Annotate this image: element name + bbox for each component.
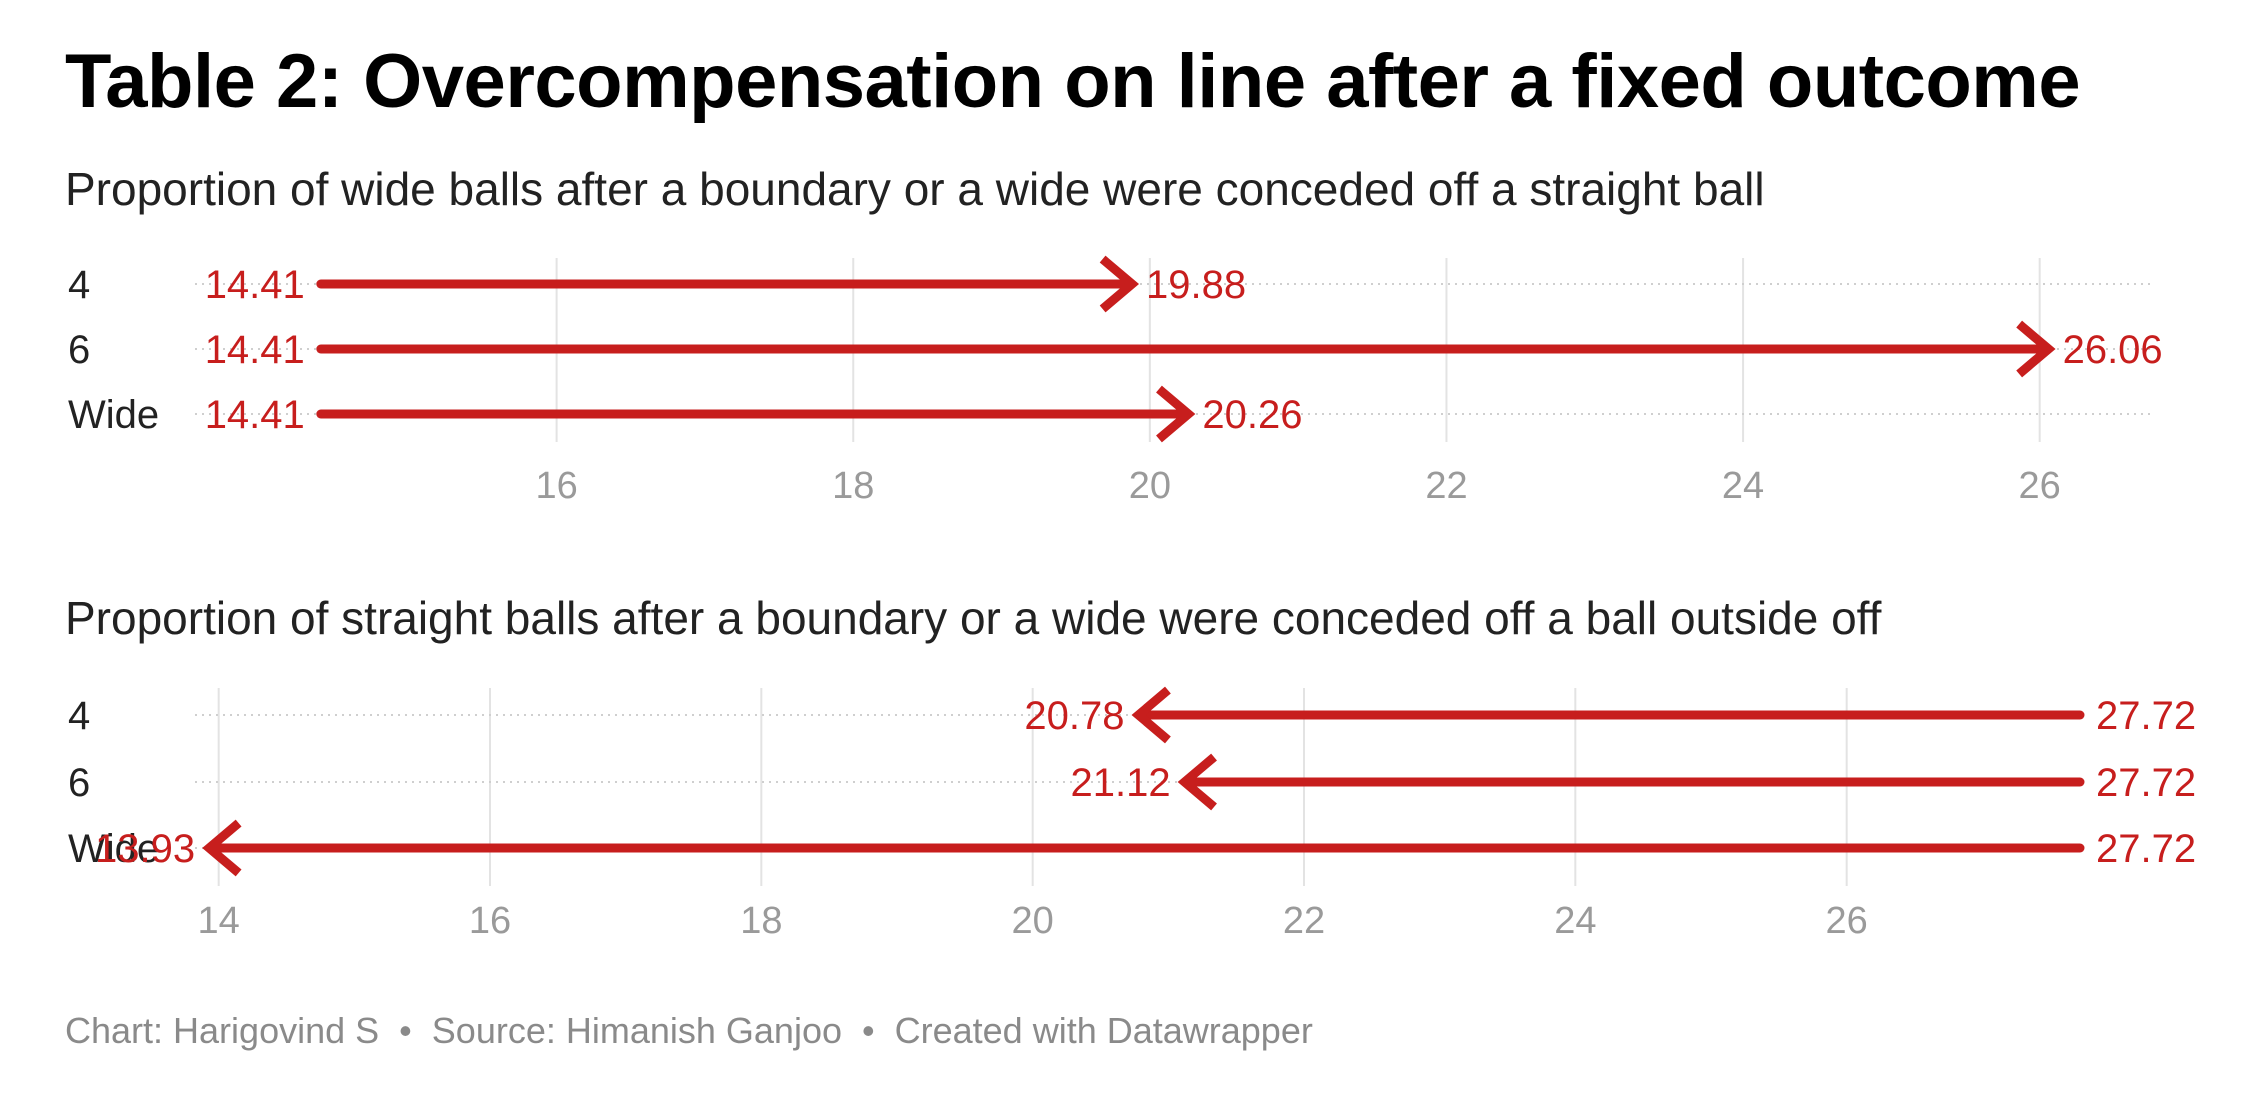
- row-label: 6: [68, 328, 90, 372]
- x-tick-label: 22: [1283, 900, 1325, 942]
- row-label: Wide: [68, 393, 159, 437]
- x-tick-label: 24: [1554, 900, 1596, 942]
- arrow-head: [2016, 320, 2056, 378]
- chart-footer: Chart: Harigovind S • Source: Himanish G…: [65, 1010, 1313, 1052]
- panel-1-subtitle: Proportion of wide balls after a boundar…: [65, 163, 1765, 215]
- x-tick-label: 14: [198, 900, 240, 942]
- start-value-label: 14.41: [205, 393, 305, 437]
- start-value-label: 27.72: [2096, 827, 2196, 871]
- panel-2-subtitle: Proportion of straight balls after a bou…: [65, 592, 1882, 644]
- x-tick-label: 18: [832, 465, 874, 507]
- footer-tool: Created with Datawrapper: [894, 1010, 1313, 1051]
- row-label: 4: [68, 694, 90, 738]
- chart-title: Table 2: Overcompensation on line after …: [65, 39, 2081, 124]
- footer-separator-1: •: [399, 1010, 412, 1051]
- end-value-label: 19.88: [1146, 263, 1246, 307]
- arrow-head: [202, 819, 242, 877]
- x-tick-label: 18: [740, 900, 782, 942]
- arrow-head: [1131, 686, 1171, 744]
- panel-2: 14 16 18 20 22 24 26 4 27.72 20.78 6 27.72 21.12 Wide…: [68, 686, 2196, 942]
- x-tick-label: 20: [1129, 465, 1171, 507]
- arrow-head: [1156, 385, 1196, 443]
- x-tick-label: 26: [2019, 465, 2061, 507]
- panel-1: 16 18 20 22 24 26 4 14.41 19.88 6 14.41 26.06 Wide 14…: [68, 255, 2163, 507]
- row-label: 6: [68, 761, 90, 805]
- row-label: Wide: [68, 827, 159, 871]
- end-value-label: 26.06: [2063, 328, 2163, 372]
- row-label: 4: [68, 263, 90, 307]
- x-tick-label: 24: [1722, 465, 1764, 507]
- footer-source: Source: Himanish Ganjoo: [431, 1010, 842, 1051]
- end-value-label: 20.26: [1202, 393, 1302, 437]
- x-tick-label: 16: [535, 465, 577, 507]
- x-tick-label: 22: [1425, 465, 1467, 507]
- footer-chart-credit: Chart: Harigovind S: [65, 1010, 380, 1051]
- end-value-label: 13.93: [95, 827, 195, 871]
- arrow-head: [1099, 255, 1140, 313]
- end-value-label: 21.12: [1071, 761, 1171, 805]
- start-value-label: 14.41: [205, 263, 305, 307]
- x-tick-label: 16: [469, 900, 511, 942]
- end-value-label: 20.78: [1024, 694, 1124, 738]
- x-tick-label: 26: [1826, 900, 1868, 942]
- arrow-head: [1177, 753, 1217, 811]
- start-value-label: 27.72: [2096, 761, 2196, 805]
- x-tick-label: 20: [1012, 900, 1054, 942]
- start-value-label: 14.41: [205, 328, 305, 372]
- start-value-label: 27.72: [2096, 694, 2196, 738]
- footer-separator-2: •: [862, 1010, 875, 1051]
